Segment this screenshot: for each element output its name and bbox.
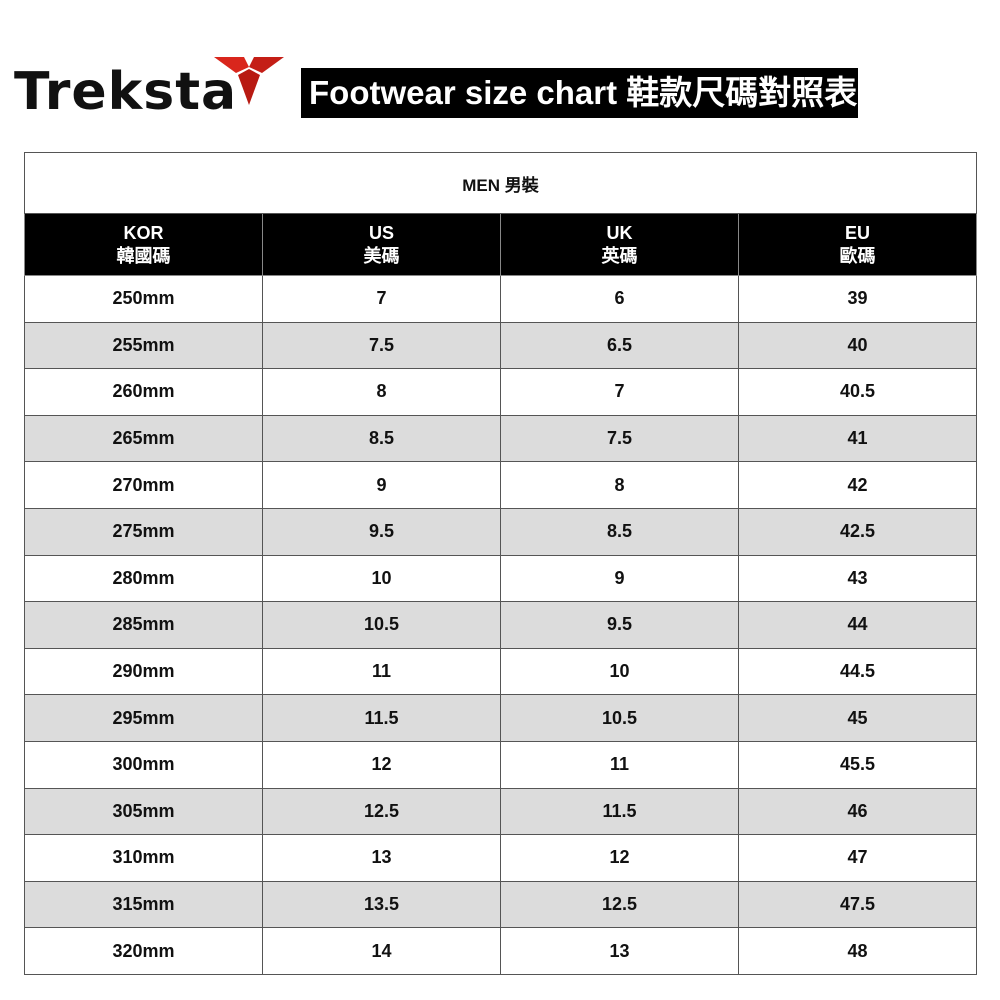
table-cell: 7.5 [500, 414, 739, 463]
table-cell: 8 [500, 461, 739, 509]
table-cell: 44 [738, 601, 977, 649]
table-cell: 42 [738, 461, 977, 509]
section-heading: MEN 男裝 [24, 152, 977, 214]
table-row: 320mm 14 13 48 [24, 927, 977, 975]
table-cell: 310mm [24, 834, 263, 882]
table-cell: 250mm [24, 275, 263, 323]
table-row: 300mm 12 11 45.5 [24, 740, 977, 789]
table-cell: 10.5 [262, 601, 501, 649]
brand-logo-text: Treksta [14, 62, 238, 122]
table-row: 270mm 9 8 42 [24, 461, 977, 509]
table-row: 280mm 10 9 43 [24, 554, 977, 603]
table-cell: 295mm [24, 694, 263, 742]
table-cell: 45.5 [738, 740, 977, 789]
table-cell: 11.5 [262, 694, 501, 742]
table-cell: 13.5 [262, 880, 501, 929]
table-cell: 7 [500, 368, 739, 416]
column-header-en: US [368, 222, 394, 243]
table-cell: 14 [262, 927, 501, 975]
table-cell: 9 [262, 461, 501, 509]
table-cell: 9 [500, 554, 739, 603]
table-cell: 10.5 [500, 694, 739, 742]
column-header-en: UK [606, 222, 633, 243]
table-cell: 320mm [24, 927, 263, 975]
table-cell: 11.5 [500, 787, 739, 836]
table-cell: 39 [738, 275, 977, 323]
column-header: US 美碼 [262, 213, 501, 276]
table-cell: 45 [738, 694, 977, 742]
table-cell: 290mm [24, 647, 263, 696]
table-row: 315mm 13.5 12.5 47.5 [24, 880, 977, 929]
table-row: 260mm 8 7 40.5 [24, 368, 977, 416]
column-header-zh: 韓國碼 [116, 245, 171, 266]
column-header: KOR 韓國碼 [24, 213, 263, 276]
table-cell: 265mm [24, 414, 263, 463]
table-cell: 40.5 [738, 368, 977, 416]
column-header-en: KOR [123, 222, 164, 243]
table-cell: 13 [262, 834, 501, 882]
table-cell: 12 [500, 834, 739, 882]
table-cell: 12 [262, 740, 501, 789]
table-cell: 47.5 [738, 880, 977, 929]
table-cell: 7.5 [262, 321, 501, 370]
table-cell: 44.5 [738, 647, 977, 696]
table-cell: 12.5 [500, 880, 739, 929]
table-cell: 43 [738, 554, 977, 603]
table-cell: 6.5 [500, 321, 739, 370]
column-header: UK 英碼 [500, 213, 739, 276]
treksta-logo-icon [214, 57, 284, 105]
table-cell: 10 [500, 647, 739, 696]
column-header-zh: 英碼 [601, 245, 638, 266]
table-cell: 9.5 [262, 507, 501, 556]
column-header-en: EU [844, 222, 870, 243]
table-cell: 9.5 [500, 601, 739, 649]
table-cell: 275mm [24, 507, 263, 556]
table-row: 295mm 11.5 10.5 45 [24, 694, 977, 742]
table-cell: 255mm [24, 321, 263, 370]
table-row: 255mm 7.5 6.5 40 [24, 321, 977, 370]
table-cell: 6 [500, 275, 739, 323]
table-cell: 10 [262, 554, 501, 603]
page-title: Footwear size chart 鞋款尺碼對照表 [301, 68, 858, 118]
table-cell: 13 [500, 927, 739, 975]
size-chart-table: MEN 男裝 KOR 韓國碼 US 美碼 UK 英碼 EU 歐碼 250mm 7 6 39 255mm… [24, 152, 977, 975]
column-header-zh: 歐碼 [839, 245, 876, 266]
table-cell: 260mm [24, 368, 263, 416]
table-cell: 41 [738, 414, 977, 463]
table-cell: 42.5 [738, 507, 977, 556]
table-cell: 315mm [24, 880, 263, 929]
table-row: 265mm 8.5 7.5 41 [24, 414, 977, 463]
table-row: 290mm 11 10 44.5 [24, 647, 977, 696]
table-cell: 305mm [24, 787, 263, 836]
column-header: EU 歐碼 [738, 213, 977, 276]
column-header-zh: 美碼 [363, 245, 400, 266]
table-cell: 48 [738, 927, 977, 975]
table-cell: 12.5 [262, 787, 501, 836]
table-cell: 270mm [24, 461, 263, 509]
table-cell: 8 [262, 368, 501, 416]
table-row: 305mm 12.5 11.5 46 [24, 787, 977, 836]
table-cell: 285mm [24, 601, 263, 649]
table-cell: 8.5 [262, 414, 501, 463]
table-cell: 280mm [24, 554, 263, 603]
table-cell: 7 [262, 275, 501, 323]
table-cell: 300mm [24, 740, 263, 789]
table-cell: 11 [262, 647, 501, 696]
table-row: 275mm 9.5 8.5 42.5 [24, 507, 977, 556]
table-cell: 40 [738, 321, 977, 370]
table-cell: 8.5 [500, 507, 739, 556]
table-cell: 47 [738, 834, 977, 882]
table-row: 285mm 10.5 9.5 44 [24, 601, 977, 649]
table-cell: 46 [738, 787, 977, 836]
table-row: 310mm 13 12 47 [24, 834, 977, 882]
table-row: 250mm 7 6 39 [24, 275, 977, 323]
table-cell: 11 [500, 740, 739, 789]
